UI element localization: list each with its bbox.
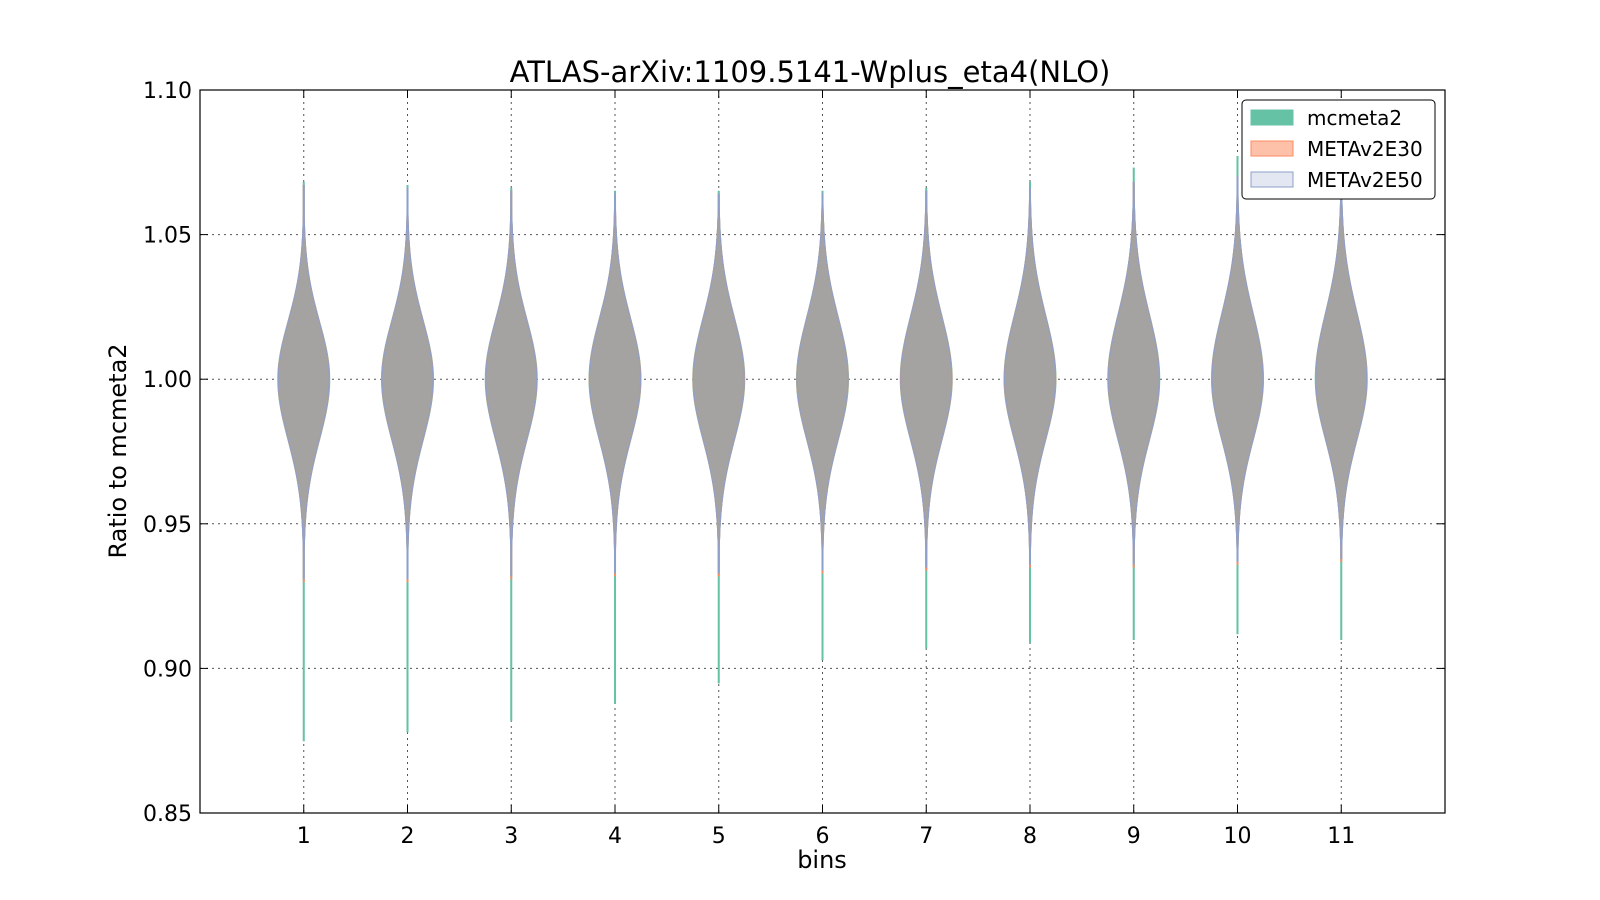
- violin-metav2e50-bin-6: [796, 193, 849, 571]
- y-tick-label: 0.85: [143, 802, 192, 827]
- x-tick-label: 7: [919, 824, 933, 849]
- legend-label-mcmeta2: mcmeta2: [1307, 106, 1402, 130]
- violin-metav2e50-bin-9: [1107, 182, 1160, 565]
- violin-metav2e50-bin-4: [589, 193, 641, 574]
- x-axis-label: bins: [797, 846, 847, 874]
- y-tick-label: 1.00: [143, 368, 192, 393]
- y-axis-label: Ratio to mcmeta2: [104, 343, 132, 558]
- y-tick-label: 0.95: [143, 513, 192, 538]
- x-tick-label: 9: [1127, 824, 1141, 849]
- violin-metav2e50-bin-3: [485, 190, 538, 577]
- legend: mcmeta2 METAv2E30 METAv2E50: [1241, 99, 1436, 200]
- x-tick-label: 11: [1327, 824, 1355, 849]
- violin-metav2e50-bin-10: [1211, 176, 1264, 562]
- x-tick-label: 5: [712, 824, 726, 849]
- x-tick-label: 1: [297, 824, 311, 849]
- y-tick-label: 1.10: [143, 79, 192, 104]
- violin-metav2e50-bin-8: [1004, 187, 1056, 565]
- x-tick-label: 8: [1023, 824, 1037, 849]
- x-tick-label: 2: [401, 824, 415, 849]
- x-tick-label: 3: [504, 824, 518, 849]
- violins: [277, 150, 1368, 742]
- violin-metav2e50-bin-2: [381, 187, 434, 580]
- chart-title: ATLAS-arXiv:1109.5141-Wplus_eta4(NLO): [510, 55, 1111, 89]
- violin-metav2e50-bin-7: [900, 190, 953, 568]
- violin-metav2e50-bin-1: [277, 184, 330, 580]
- x-axis-ticks: 1 2 3 4 5 6 7 8 9 10 11: [297, 90, 1355, 849]
- legend-swatch-mcmeta2: [1250, 109, 1294, 126]
- x-tick-label: 4: [608, 824, 622, 849]
- violin-metav2e50-bin-5: [692, 193, 745, 574]
- y-tick-label: 1.05: [143, 224, 192, 249]
- legend-label-metav2e50: METAv2E50: [1307, 168, 1423, 192]
- legend-swatch-metav2e30: [1250, 140, 1294, 157]
- y-axis-ticks: 0.85 0.90 0.95 1.00 1.05 1.10: [143, 79, 1445, 827]
- x-tick-label: 10: [1224, 824, 1252, 849]
- y-tick-label: 0.90: [143, 657, 192, 682]
- x-tick-label: 6: [816, 824, 830, 849]
- legend-label-metav2e30: METAv2E30: [1307, 137, 1423, 161]
- legend-swatch-metav2e50: [1250, 171, 1294, 188]
